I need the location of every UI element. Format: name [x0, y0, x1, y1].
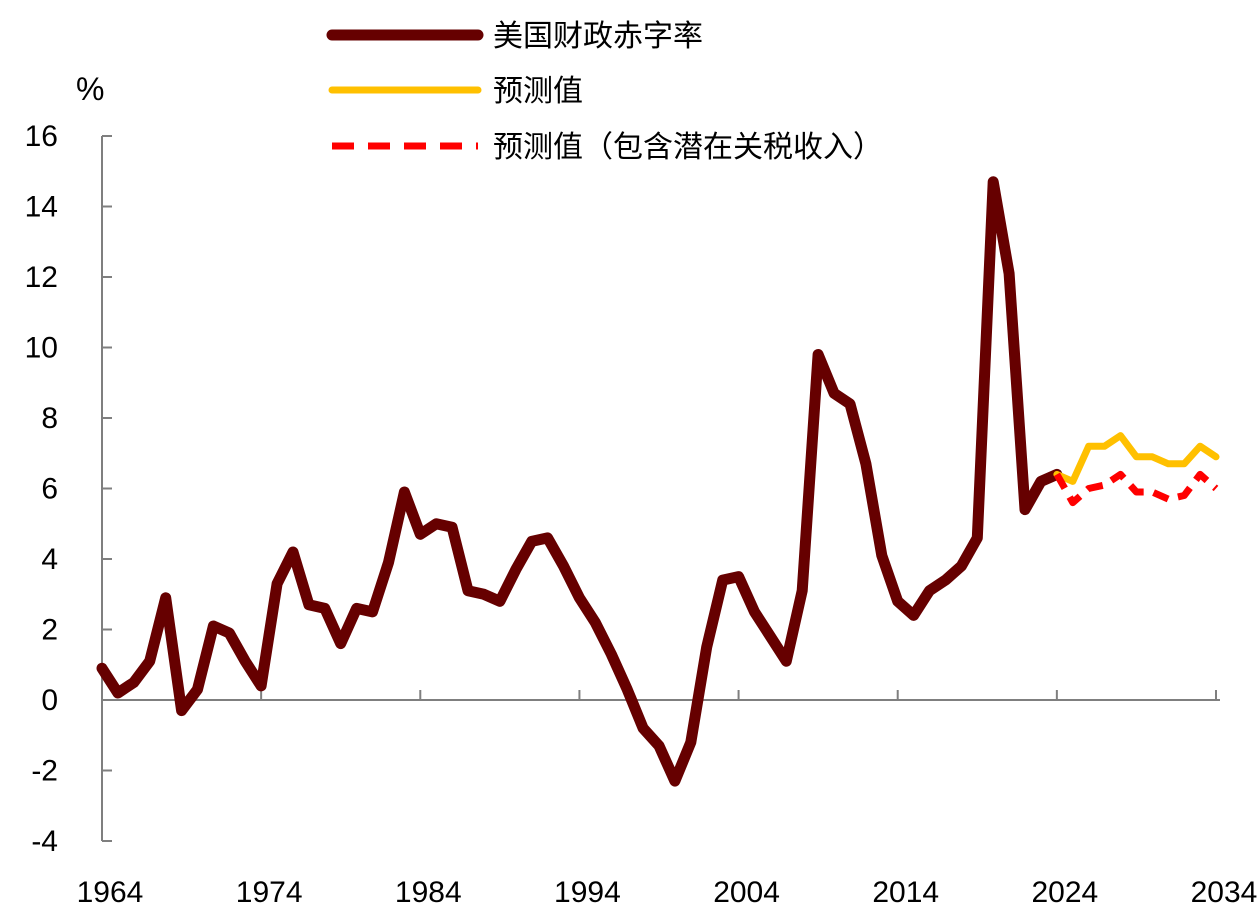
- x-tick-label: 1964: [77, 876, 144, 909]
- series-line-1: [1053, 432, 1220, 485]
- axes: -4 -2 0 2 4 6 8 10 12 14 16 1964 1974 1984 1994 2004 201…: [25, 120, 1257, 909]
- y-tick-label: 12: [25, 261, 58, 294]
- y-tick-label: 10: [25, 332, 58, 365]
- legend-label-1: 预测值: [493, 74, 583, 109]
- y-tick-label: 14: [25, 191, 58, 224]
- x-tick-label: 2034: [1191, 876, 1257, 909]
- y-tick-label: 4: [41, 543, 58, 576]
- legend-label-2: 预测值（包含潜在关税收入）: [493, 130, 883, 165]
- x-tick-label: 1994: [554, 876, 621, 909]
- x-tick-label: 2014: [872, 876, 939, 909]
- y-axis-unit-label: %: [76, 71, 104, 107]
- series-line-2: [1053, 470, 1219, 507]
- y-tick-label: 16: [25, 120, 58, 153]
- x-tick-label: 2004: [713, 876, 780, 909]
- series-lines: [96, 176, 1220, 787]
- y-tick-label: -2: [31, 755, 58, 788]
- y-tick-label: -4: [31, 825, 58, 858]
- y-tick-label: 0: [41, 684, 58, 717]
- x-tick-label: 2024: [1031, 876, 1098, 909]
- series-line-0: [96, 176, 1063, 787]
- y-tick-label: 8: [41, 402, 58, 435]
- x-tick-label: 1984: [395, 876, 462, 909]
- y-tick-label: 6: [41, 473, 58, 506]
- x-tick-label: 1974: [236, 876, 303, 909]
- y-tick-label: 2: [41, 614, 58, 647]
- legend-label-0: 美国财政赤字率: [493, 19, 703, 54]
